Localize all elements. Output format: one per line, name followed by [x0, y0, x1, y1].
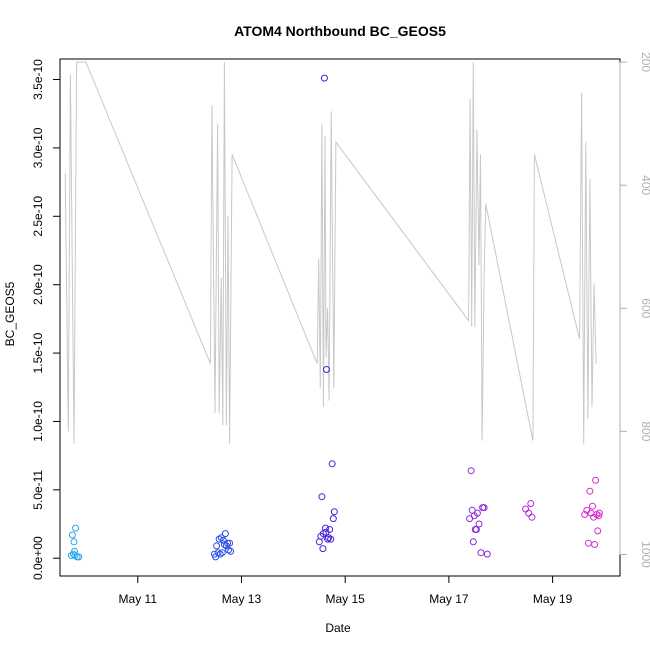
data-point: [584, 539, 592, 547]
data-point: [324, 535, 332, 543]
y-tick-label: 3.0e-10: [31, 127, 45, 168]
data-point: [477, 549, 485, 557]
data-point: [72, 524, 80, 532]
pressure-line-layer: [64, 61, 597, 444]
x-tick-label: May 19: [533, 592, 573, 606]
y-axis-label: BC_GEOS5: [3, 281, 17, 346]
data-point: [323, 366, 330, 373]
data-point: [472, 526, 480, 533]
y-axis-left: 0.0e+00 5.0e-11 1.0e-10 1.5e-10 2.0e-10 2.5e-…: [31, 59, 60, 580]
x-tick-label: May 13: [222, 592, 262, 606]
data-point: [480, 504, 488, 512]
data-point: [522, 505, 530, 513]
right-tick-label: 800: [639, 421, 650, 441]
data-point: [525, 509, 533, 517]
right-tick-label: 1000: [639, 541, 650, 568]
data-point: [318, 493, 326, 501]
data-point: [326, 526, 334, 533]
right-tick-label: 200: [639, 52, 650, 72]
x-axis: May 11 May 13 May 15 May 17 May 19: [119, 575, 573, 606]
x-tick-label: May 11: [119, 592, 158, 606]
data-point: [581, 511, 589, 518]
data-point: [75, 553, 83, 561]
data-point: [475, 520, 483, 528]
y-tick-label: 3.5e-10: [31, 59, 45, 100]
data-point: [71, 547, 78, 555]
data-point: [70, 538, 78, 546]
data-point: [589, 502, 596, 510]
y-axis-right: 200 400 600 800 1000: [619, 52, 650, 568]
y-tick-label: 2.0e-10: [31, 264, 45, 305]
data-point: [322, 524, 329, 532]
y-tick-label: 1.0e-10: [31, 401, 45, 442]
data-point: [327, 535, 335, 543]
data-point: [595, 509, 603, 517]
data-point: [595, 512, 603, 520]
x-tick-label: May 17: [429, 592, 469, 606]
data-point: [328, 460, 336, 468]
y-tick-label: 2.5e-10: [31, 196, 45, 237]
pressure-line: [64, 61, 597, 444]
data-point: [218, 549, 226, 557]
y-tick-label: 1.5e-10: [31, 332, 45, 373]
y-tick-label: 5.0e-11: [31, 470, 45, 510]
data-point: [586, 487, 594, 495]
data-point: [68, 531, 76, 539]
right-tick-label: 600: [639, 298, 650, 318]
data-point: [329, 515, 337, 523]
chart-title: ATOM4 Northbound BC_GEOS5: [234, 23, 446, 39]
data-point: [319, 545, 327, 553]
data-point: [226, 539, 234, 547]
data-point: [221, 530, 229, 538]
data-point: [592, 476, 600, 484]
data-point: [473, 509, 481, 517]
x-axis-label: Date: [325, 621, 351, 635]
data-point: [213, 542, 221, 550]
data-point: [591, 541, 599, 548]
data-point: [330, 508, 338, 516]
data-point: [594, 527, 602, 535]
data-point: [527, 500, 535, 507]
data-point: [320, 74, 328, 82]
y-tick-label: 0.0e+00: [31, 536, 45, 580]
x-tick-label: May 15: [326, 592, 366, 606]
data-point: [467, 467, 475, 475]
data-point: [220, 541, 228, 548]
data-point: [483, 550, 491, 558]
plot-frame: [59, 58, 621, 577]
data-point: [528, 513, 536, 521]
data-point: [224, 539, 231, 547]
right-tick-label: 400: [639, 175, 650, 195]
data-point: [469, 538, 477, 546]
scatter-points-layer: [67, 74, 603, 561]
data-point: [227, 547, 235, 555]
